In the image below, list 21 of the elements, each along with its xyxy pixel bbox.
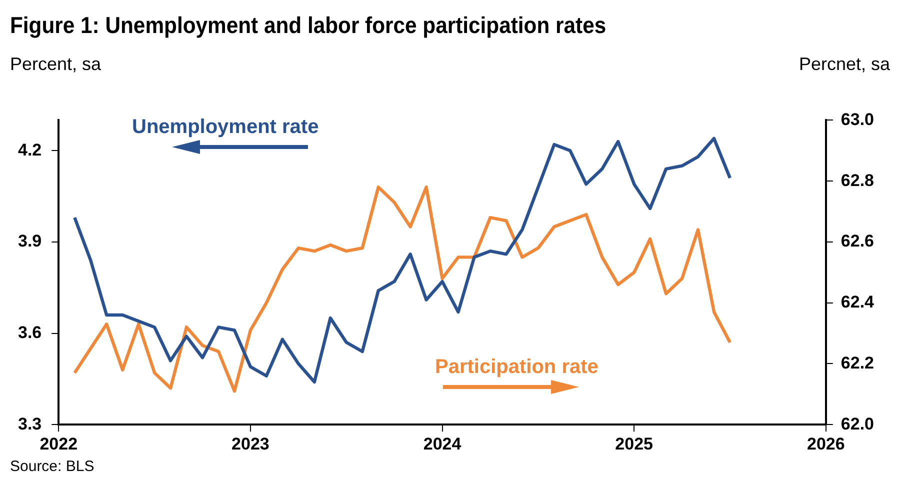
y-tick-label: 4.2 — [18, 140, 42, 160]
y2-axis-title: Percnet, sa — [798, 54, 890, 75]
y2-tick-label: 63.0 — [840, 110, 874, 129]
x-tick-label: 2026 — [807, 434, 845, 454]
text: Unemployment rate — [132, 116, 319, 139]
y-tick-label: 3.9 — [18, 232, 42, 251]
source-note: Source: BLS — [10, 458, 94, 475]
y2-tick-label: 62.4 — [840, 292, 875, 312]
text: Participation rate — [435, 356, 598, 379]
y2-tick-label: 62.6 — [840, 232, 874, 251]
y-tick-label: 3.6 — [18, 322, 42, 342]
x-tick-label: 2024 — [423, 434, 462, 454]
y2-tick-label: 62.0 — [840, 414, 874, 434]
x-tick-label: 2023 — [232, 434, 270, 454]
chart-title: Figure 1: Unemployment and labor force participation rates — [10, 12, 606, 39]
y2-tick-label: 62.2 — [840, 353, 874, 372]
y-tick-label: 3.3 — [18, 414, 42, 434]
x-tick-label: 2025 — [615, 434, 654, 454]
y-axis-title: Percent, sa — [10, 54, 102, 75]
x-tick-label: 2022 — [40, 434, 78, 454]
y2-tick-label: 62.8 — [840, 170, 874, 190]
